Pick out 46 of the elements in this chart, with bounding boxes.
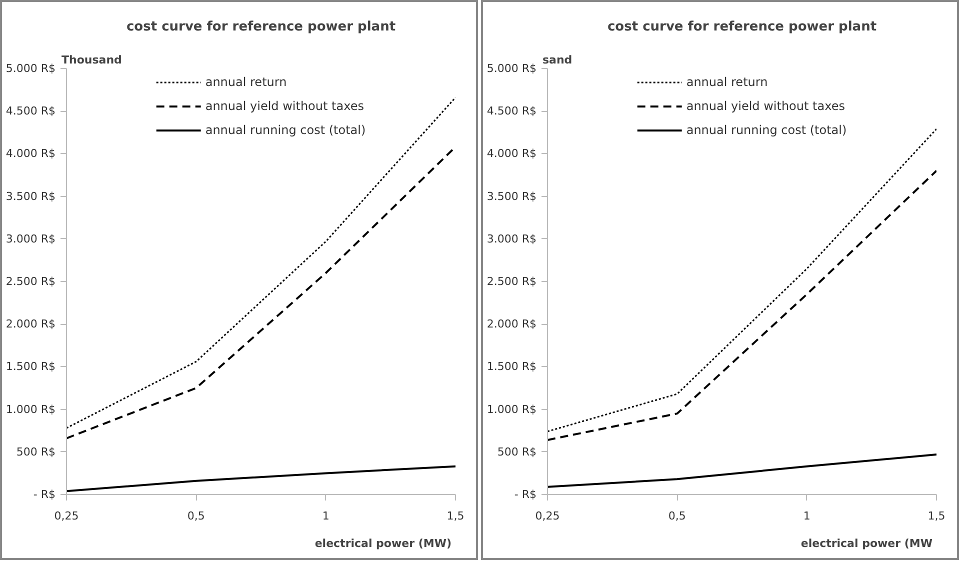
y-tick-label: 1.000 R$ — [486, 402, 537, 416]
y-tick-label: 2.000 R$ — [486, 318, 537, 331]
y-axis-title: sand — [542, 54, 572, 66]
y-tick-label: 2.500 R$ — [486, 275, 537, 288]
x-tick-label: 0,5 — [668, 510, 686, 522]
line-series — [66, 465, 456, 492]
legend-label: annual yield without taxes — [686, 99, 845, 113]
legend-label: annual running cost (total) — [686, 123, 847, 137]
x-tick-label: 0,25 — [535, 510, 560, 522]
x-tick-label: 0,5 — [187, 510, 205, 522]
x-axis-title: electrical power (MW) — [314, 537, 452, 550]
y-tick-label: - R$ — [33, 488, 56, 501]
legend-label: annual return — [205, 75, 287, 89]
y-tick-label: 1.000 R$ — [6, 402, 56, 416]
x-tick-label: 1 — [322, 510, 330, 522]
y-tick-label: 4.500 R$ — [486, 104, 537, 118]
line-series — [66, 96, 456, 429]
x-tick-label: 1,5 — [446, 510, 464, 522]
y-tick-label: - R$ — [514, 488, 536, 501]
y-tick-label: 1.500 R$ — [486, 360, 537, 374]
line-series — [548, 453, 936, 488]
chart-title: cost curve for reference power plant — [126, 20, 396, 34]
y-tick-label: 1.500 R$ — [6, 360, 56, 374]
legend-label: annual running cost (total) — [205, 123, 366, 137]
y-tick-label: 3.500 R$ — [486, 190, 537, 203]
y-tick-label: 4.000 R$ — [486, 147, 537, 160]
y-tick-label: 5.000 R$ — [6, 62, 56, 75]
line-series — [548, 170, 936, 441]
legend-label: annual return — [686, 75, 768, 89]
y-tick-label: 3.500 R$ — [6, 190, 56, 203]
y-tick-label: 3.000 R$ — [6, 232, 56, 246]
y-tick-label: 4.500 R$ — [6, 104, 56, 118]
y-axis-title: Thousand — [62, 54, 122, 66]
legend-label: annual yield without taxes — [205, 99, 364, 113]
y-tick-label: 500 R$ — [497, 445, 537, 458]
x-tick-label: 0,25 — [54, 510, 79, 522]
y-tick-label: 3.000 R$ — [486, 232, 537, 246]
y-tick-label: 5.000 R$ — [486, 62, 537, 75]
x-tick-label: 1,5 — [928, 510, 946, 522]
y-tick-label: 2.000 R$ — [6, 318, 56, 331]
y-tick-label: 2.500 R$ — [6, 275, 56, 288]
chart-title: cost curve for reference power plant — [607, 20, 877, 34]
y-tick-label: 4.000 R$ — [6, 147, 56, 160]
y-tick-label: 500 R$ — [16, 445, 56, 458]
x-axis-title: electrical power (MW — [800, 537, 932, 550]
x-tick-label: 1 — [803, 510, 810, 522]
